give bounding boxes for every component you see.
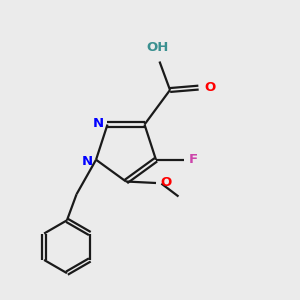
Text: OH: OH: [147, 41, 169, 54]
Text: O: O: [160, 176, 171, 190]
Text: F: F: [189, 153, 198, 166]
Text: O: O: [204, 81, 215, 94]
Text: N: N: [92, 116, 104, 130]
Text: N: N: [82, 155, 93, 168]
